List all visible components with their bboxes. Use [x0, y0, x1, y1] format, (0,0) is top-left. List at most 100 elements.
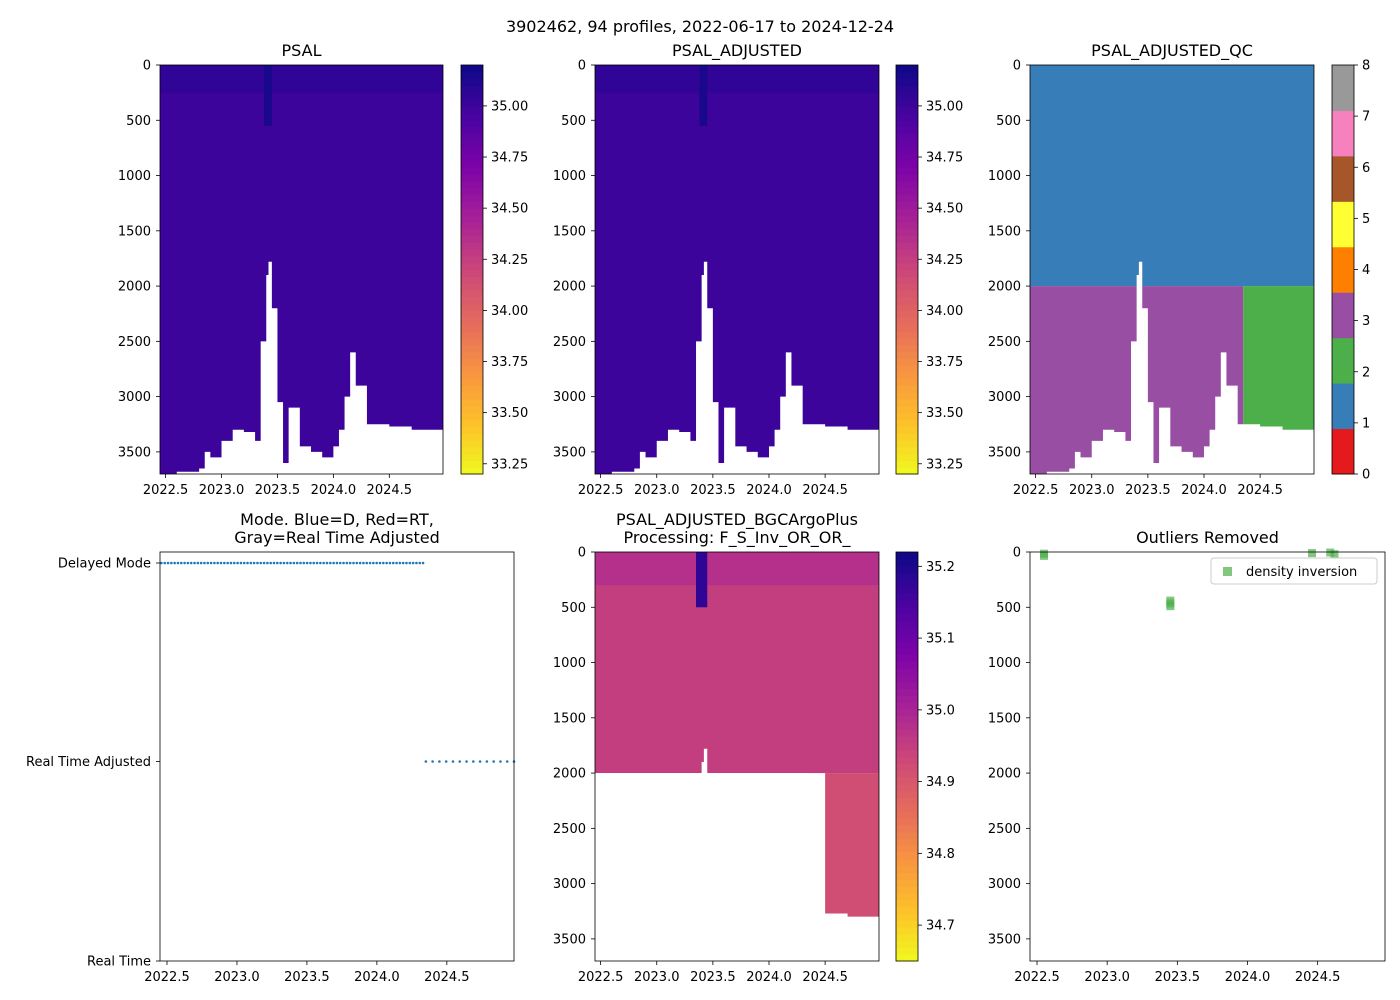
mode-point	[451, 760, 455, 763]
psal_adjusted-ytick-label: 2500	[553, 335, 586, 350]
psal_adjusted_qc-xtick-label: 2024.0	[1181, 483, 1227, 498]
psal_adjusted-xtick-label: 2022.5	[578, 483, 624, 498]
psal_adjusted-colorbar-segment	[896, 235, 918, 243]
psal-colorbar-segment	[461, 399, 483, 407]
psal-colorbar-segment	[461, 214, 483, 223]
psal_adjusted_qc-colorbar-label: 8	[1362, 59, 1370, 74]
mode-point	[505, 760, 509, 763]
psal_adjusted-colorbar-segment	[896, 405, 918, 414]
psal_adjusted-colorbar-segment	[896, 85, 918, 93]
mode-point	[279, 561, 282, 565]
psal_adjusted_qc-colorbar-segment	[1332, 201, 1354, 248]
psal_adjusted_qc-colorbar-segment	[1332, 155, 1354, 202]
psal-colorbar-segment	[461, 269, 483, 277]
psal_adjusted_qc-xtick-label: 2022.5	[1013, 483, 1059, 498]
outliers-point	[1040, 551, 1049, 560]
bgc-colorbar-segment	[896, 858, 918, 867]
psal-colorbar-segment	[461, 112, 483, 121]
bgc-colorbar-segment	[896, 715, 918, 724]
psal-colorbar-segment	[461, 119, 483, 127]
psal_adjusted-colorbar-segment	[896, 174, 918, 182]
mode-point	[418, 561, 422, 565]
mode-ytick-label: Real Time Adjusted	[26, 755, 151, 770]
mode-point	[193, 561, 196, 565]
mode-point	[189, 561, 193, 565]
bgc-colorbar-segment	[896, 579, 918, 587]
outliers-title: Outliers Removed	[1136, 528, 1279, 547]
bgc-colorbar-segment	[896, 626, 918, 635]
bgc-colorbar-segment	[896, 708, 918, 717]
mode-xtick-label: 2022.5	[144, 970, 190, 985]
psal-colorbar-segment	[461, 289, 483, 298]
psal_adjusted-ytick-label: 3500	[553, 445, 586, 460]
mode-point	[499, 760, 502, 763]
bgc-title-line: Processing: F_S_Inv_OR_OR_	[623, 528, 851, 548]
psal_adjusted-colorbar-segment	[896, 167, 918, 175]
psal_adjusted-colorbar-segment	[896, 330, 918, 339]
psal-xtick-label: 2024.5	[367, 483, 413, 498]
mode-point	[252, 561, 256, 565]
bgc-ytick-label: 3500	[553, 932, 586, 947]
bgc-colorbar-segment	[896, 599, 918, 608]
bgc-colorbar-segment	[896, 606, 918, 614]
psal_adjusted-panel: 2022.5 2023.0 2023.5 2024.0 2024.5 0 500 1000 15…	[553, 41, 963, 498]
outliers-xtick-label: 2022.5	[1014, 970, 1060, 985]
psal_adjusted_qc-colorbar-frame	[1331, 64, 1355, 475]
psal_adjusted-colorbar-segment	[896, 385, 918, 393]
psal_adjusted_qc-colorbar-segment	[1332, 383, 1354, 430]
psal_adjusted-colorbar-segment	[896, 460, 918, 468]
psal-ytick-label: 1000	[118, 169, 151, 184]
psal_adjusted-colorbar-segment	[896, 126, 918, 134]
psal_adjusted-axes-frame	[594, 64, 880, 475]
psal_adjusted-colorbar-segment	[896, 276, 918, 284]
psal-colorbar-segment	[461, 460, 483, 468]
mode-point	[309, 561, 312, 565]
psal_adjusted-title: PSAL_ADJUSTED	[672, 41, 802, 61]
psal-colorbar-segment	[461, 139, 483, 148]
psal-ytick-label: 1500	[118, 224, 151, 239]
bgc-colorbar-segment	[896, 756, 918, 764]
psal_adjusted_qc-ytick-label: 3500	[988, 445, 1021, 460]
psal_adjusted_qc-ytick-label: 2500	[988, 335, 1021, 350]
bgc-colorbar-segment	[896, 565, 918, 574]
psal-panel: 2022.5 2023.0 2023.5 2024.0 2024.5 0 500 1000 15…	[118, 41, 528, 498]
psal-xtick-label: 2023.0	[199, 483, 245, 498]
psal-colorbar-label: 34.25	[491, 253, 528, 268]
bgc-colorbar-segment	[896, 892, 918, 901]
psal-colorbar-segment	[461, 467, 483, 475]
psal_adjusted_qc-colorbar-label: 1	[1362, 416, 1370, 431]
figure-suptitle: 3902462, 94 profiles, 2022-06-17 to 2024…	[506, 17, 894, 36]
psal-colorbar-segment	[461, 262, 483, 271]
outliers-ytick-label: 2000	[988, 767, 1021, 782]
psal-colorbar-segment	[461, 358, 483, 366]
psal_adjusted-colorbar-segment	[896, 467, 918, 475]
psal_adjusted_qc-title: PSAL_ADJUSTED_QC	[1091, 41, 1253, 61]
psal_adjusted_qc-colorbar-segment	[1332, 428, 1354, 475]
psal_adjusted-colorbar-segment	[896, 324, 918, 332]
bgc-colorbar-segment	[896, 572, 918, 580]
bgc-colorbar-segment	[896, 954, 918, 962]
bgc-xtick-label: 2024.5	[802, 970, 848, 985]
psal_adjusted-colorbar-segment	[896, 208, 918, 216]
bgc-ytick-label: 3000	[553, 877, 586, 892]
psal-colorbar-segment	[461, 419, 483, 427]
bgc-ytick-label: 1500	[553, 711, 586, 726]
psal-colorbar-segment	[461, 71, 483, 80]
psal-colorbar-segment	[461, 439, 483, 448]
mode-xtick-label: 2024.5	[424, 970, 470, 985]
bgc-colorbar-segment	[896, 654, 918, 662]
psal_adjusted-colorbar-segment	[896, 262, 918, 271]
psal_adjusted-colorbar-segment	[896, 187, 918, 196]
bgc-colorbar-segment	[896, 552, 918, 560]
mode-point	[315, 561, 319, 565]
bgc-colorbar-segment	[896, 688, 918, 696]
psal-title: PSAL	[282, 41, 322, 60]
mode-point	[395, 561, 398, 565]
outliers-ytick-label: 3500	[988, 932, 1021, 947]
bgc-xtick-label: 2023.0	[634, 970, 680, 985]
mode-point	[213, 561, 216, 565]
psal_adjusted-colorbar-label: 34.00	[926, 304, 963, 319]
bgc-surface-feature	[696, 552, 708, 608]
bgc-colorbar-segment	[896, 681, 918, 689]
psal-colorbar-segment	[461, 337, 483, 346]
